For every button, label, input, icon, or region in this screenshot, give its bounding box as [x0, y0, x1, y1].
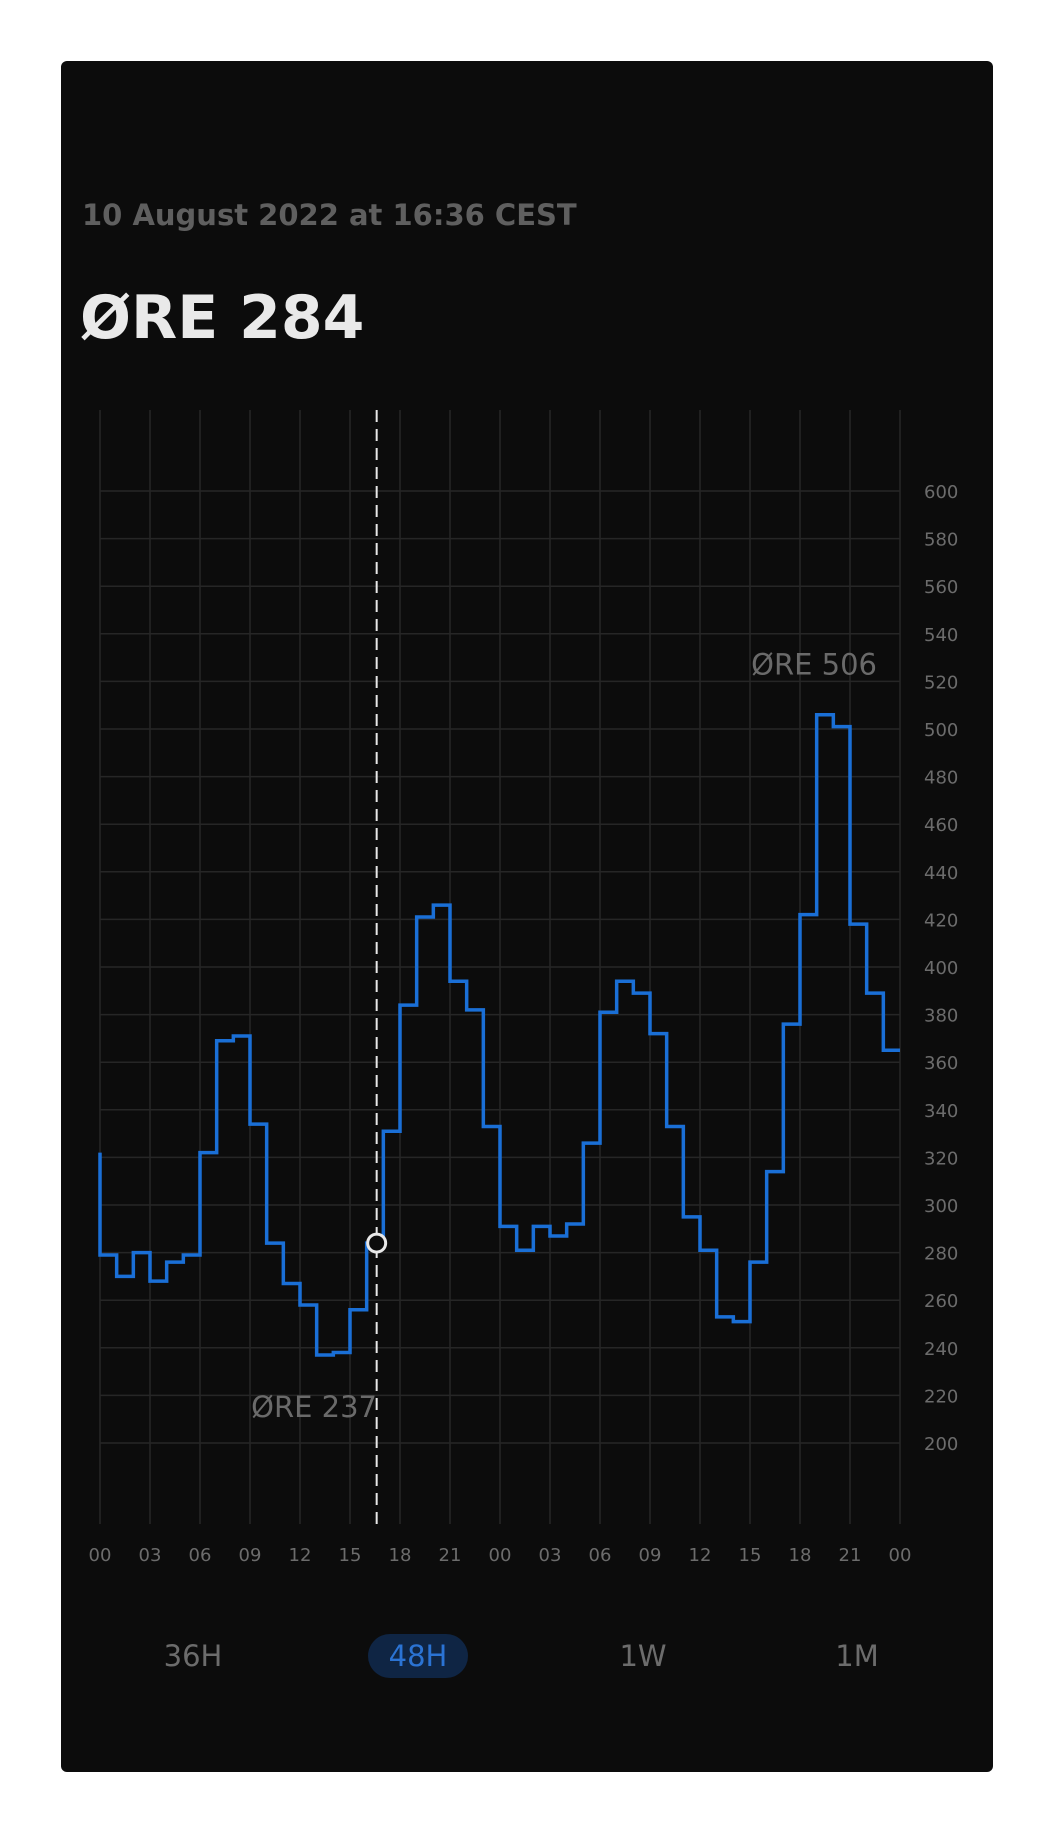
- y-tick-label: 280: [924, 1244, 958, 1265]
- min-price-label: ØRE 237: [251, 1390, 377, 1424]
- y-tick-label: 400: [924, 958, 958, 979]
- x-tick-label: 18: [789, 1545, 812, 1566]
- y-axis-labels: 200 220 240 260 280 300 320 340 360 380 400 420 440 4…: [924, 482, 958, 1455]
- x-tick-label: 03: [539, 1545, 562, 1566]
- x-tick-label: 00: [489, 1545, 512, 1566]
- x-tick-label: 21: [839, 1545, 862, 1566]
- max-price-label: ØRE 506: [751, 648, 877, 682]
- y-tick-label: 340: [924, 1101, 958, 1122]
- range-tab-48h[interactable]: 48H: [368, 1634, 468, 1678]
- range-tab-1w[interactable]: 1W: [619, 1639, 667, 1673]
- y-tick-label: 360: [924, 1053, 958, 1074]
- price-card: [61, 61, 993, 1772]
- y-tick-label: 380: [924, 1006, 958, 1027]
- y-tick-label: 440: [924, 863, 958, 884]
- x-axis-labels: 00 03 06 09 12 15 18 21 00 03 06 09 12 15 18 21 00: [89, 1545, 912, 1566]
- y-tick-label: 240: [924, 1339, 958, 1360]
- y-tick-label: 420: [924, 910, 958, 931]
- y-tick-label: 540: [924, 625, 958, 646]
- y-tick-label: 300: [924, 1196, 958, 1217]
- price-series-line: [98, 712, 900, 1357]
- y-tick-label: 600: [924, 482, 958, 503]
- timestamp: 10 August 2022 at 16:36 CEST: [82, 198, 577, 232]
- x-tick-label: 21: [439, 1545, 462, 1566]
- range-tab-36h[interactable]: 36H: [163, 1639, 223, 1673]
- x-tick-label: 12: [689, 1545, 712, 1566]
- y-tick-label: 560: [924, 577, 958, 598]
- current-price: ØRE 284: [80, 283, 365, 353]
- y-tick-label: 520: [924, 672, 958, 693]
- x-tick-label: 12: [289, 1545, 312, 1566]
- x-tick-label: 00: [889, 1545, 912, 1566]
- y-tick-label: 320: [924, 1148, 958, 1169]
- y-tick-label: 260: [924, 1291, 958, 1312]
- x-tick-label: 09: [239, 1545, 262, 1566]
- x-tick-label: 15: [739, 1545, 762, 1566]
- y-tick-label: 480: [924, 768, 958, 789]
- range-tab-1m[interactable]: 1M: [835, 1639, 879, 1673]
- x-tick-label: 09: [639, 1545, 662, 1566]
- y-tick-label: 500: [924, 720, 958, 741]
- y-tick-label: 220: [924, 1386, 958, 1407]
- y-tick-label: 200: [924, 1434, 958, 1455]
- horizontal-grid: [100, 490, 900, 1444]
- y-tick-label: 460: [924, 815, 958, 836]
- x-tick-label: 06: [189, 1545, 212, 1566]
- y-tick-label: 580: [924, 530, 958, 551]
- x-tick-label: 03: [139, 1545, 162, 1566]
- x-tick-label: 06: [589, 1545, 612, 1566]
- cursor-marker[interactable]: [366, 1232, 388, 1254]
- x-tick-label: 15: [339, 1545, 362, 1566]
- x-tick-label: 00: [89, 1545, 112, 1566]
- x-tick-label: 18: [389, 1545, 412, 1566]
